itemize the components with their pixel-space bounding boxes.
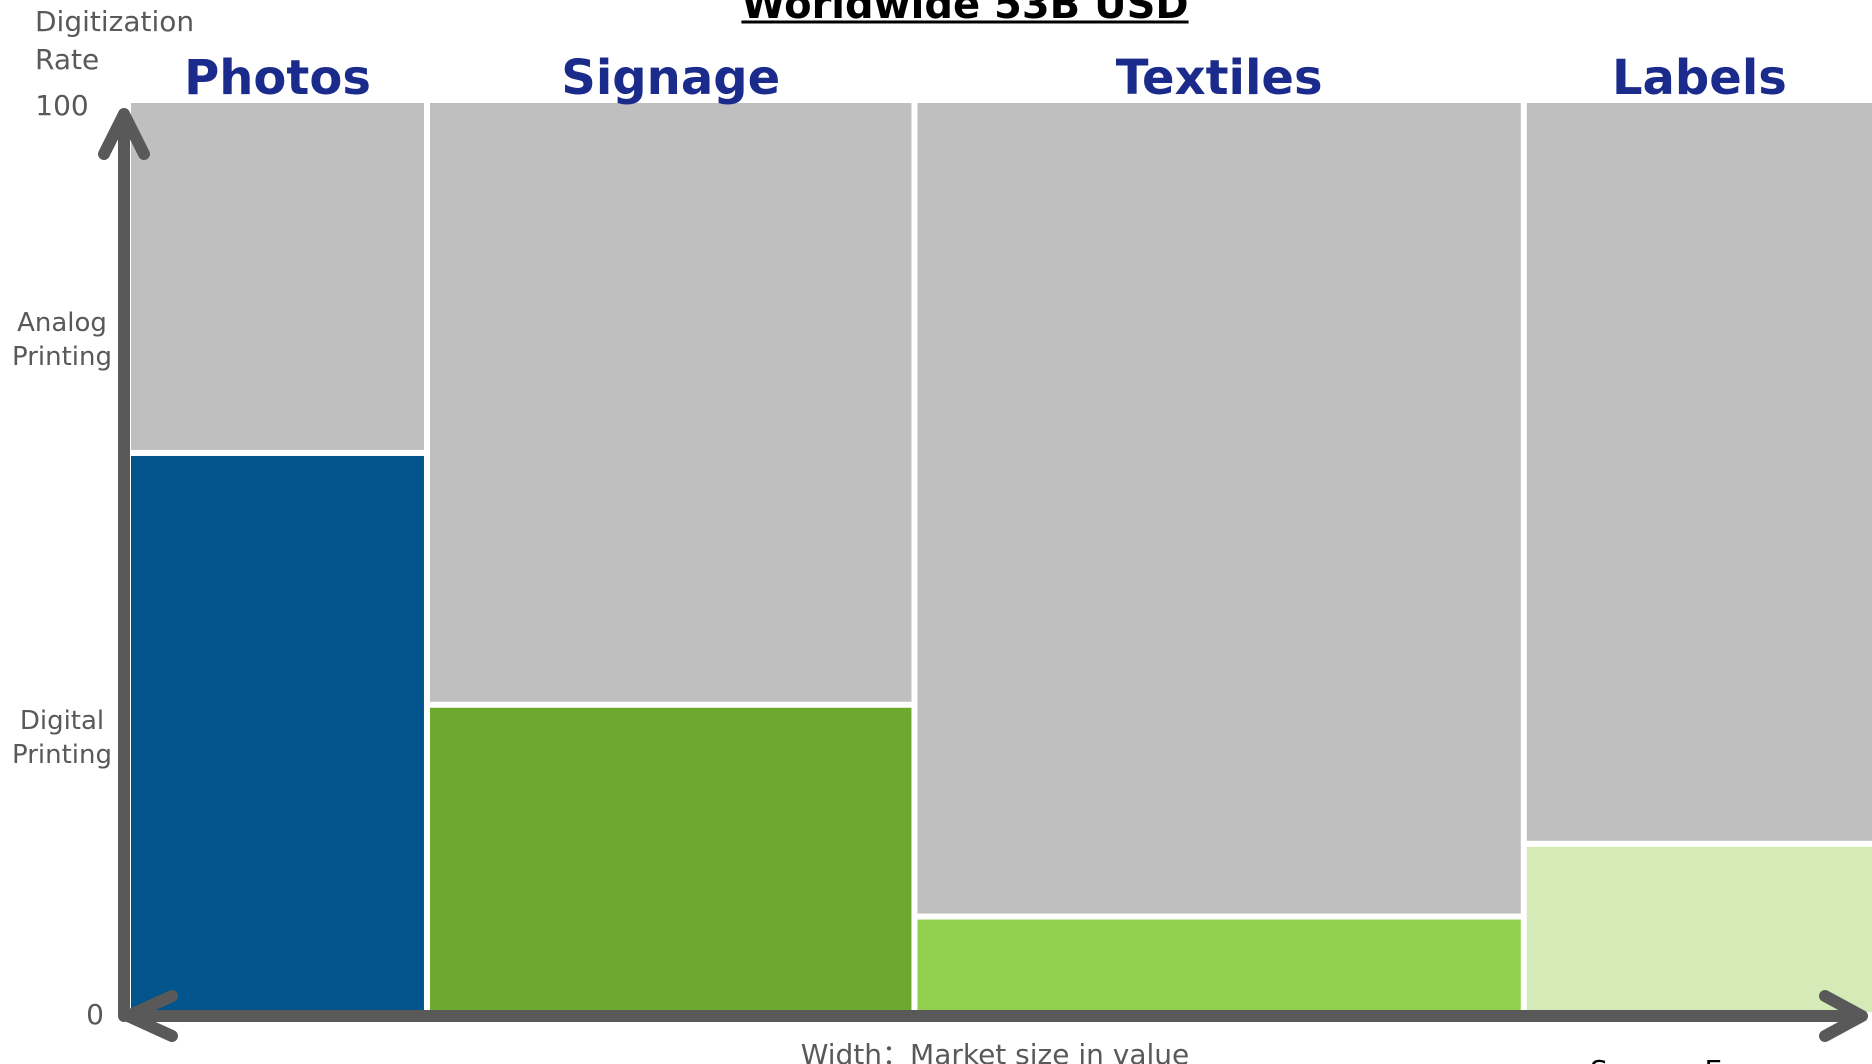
y-axis-arrow-icon (98, 108, 150, 160)
origin-tick-lower (122, 1010, 178, 1042)
x-axis-title: Width：Market size in value (801, 1038, 1190, 1064)
category-label-photos: Photos (184, 50, 371, 106)
side-label-analog-line2: Printing (12, 342, 112, 372)
side-label-digital-line2: Printing (12, 740, 112, 770)
bar-analog-photos (131, 103, 424, 450)
bar-digital-photos (131, 455, 424, 1013)
bar-analog-labels (1526, 103, 1872, 841)
category-label-textiles: Textiles (1116, 50, 1323, 106)
y-axis-title-line1: Digitization (35, 5, 194, 38)
origin-tick-upper (122, 990, 178, 1022)
category-label-labels: Labels (1612, 50, 1787, 106)
y-tick-label-100: 100 (35, 89, 88, 122)
bar-digital-signage (429, 707, 912, 1012)
chart-title: Worldwide 53B USD (741, 0, 1188, 28)
y-tick-label-0: 0 (86, 998, 104, 1031)
side-label-analog-line1: Analog (17, 308, 107, 338)
category-labels: Photos Signage Textiles Labels (184, 50, 1787, 106)
bar-analog-signage (429, 103, 912, 702)
side-label-digital-line1: Digital (20, 706, 104, 736)
x-axis-arrow-icon (1819, 990, 1868, 1042)
category-label-signage: Signage (561, 50, 780, 106)
bar-segments (131, 103, 1872, 1013)
source-note: Source: E... (1590, 1054, 1749, 1064)
bar-analog-textiles (917, 103, 1521, 914)
bar-digital-textiles (917, 919, 1521, 1012)
y-axis-title-line2: Rate (35, 43, 99, 76)
axes (98, 108, 1868, 1042)
bar-digital-labels (1526, 846, 1872, 1012)
